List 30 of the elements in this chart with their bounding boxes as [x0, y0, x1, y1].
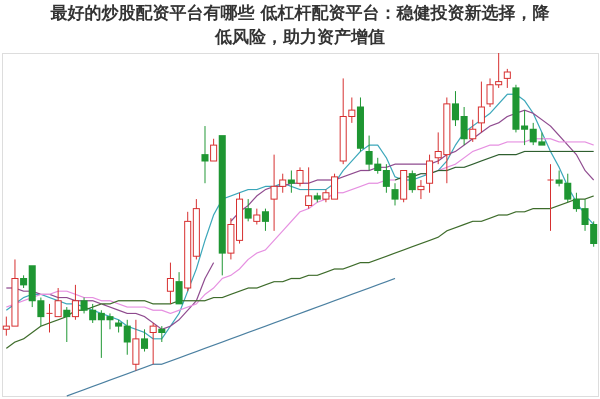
candlestick	[244, 198, 252, 222]
candlestick	[46, 303, 54, 333]
candlestick	[426, 154, 434, 194]
candlestick	[504, 68, 511, 88]
candlestick	[166, 262, 174, 304]
candlestick	[210, 138, 218, 162]
chart-title: 最好的炒股配资平台有哪些 低杠杆配资平台：稳健投资新选择，降低风险，助力资产增值	[50, 4, 550, 48]
candlestick	[63, 306, 70, 343]
candlestick	[305, 166, 312, 210]
candlestick	[176, 272, 183, 304]
candlestick	[201, 126, 209, 184]
candlestick	[158, 326, 166, 343]
candlestick	[54, 288, 62, 318]
candlestick	[546, 164, 554, 232]
candlestick	[296, 166, 304, 187]
candlestick	[150, 322, 157, 365]
candlestick	[314, 192, 321, 203]
candlestick	[538, 132, 546, 146]
candlestick	[253, 208, 260, 225]
candlestick	[417, 180, 424, 200]
candlestick	[391, 182, 399, 206]
candlestick	[262, 208, 269, 232]
candlestick	[72, 284, 79, 320]
candlestick	[288, 170, 295, 194]
candlestick	[408, 170, 416, 194]
candlestick	[478, 81, 485, 133]
candlestick	[141, 328, 148, 352]
candlestick	[348, 96, 356, 124]
candlestick	[434, 132, 442, 165]
candlestick	[469, 119, 476, 142]
